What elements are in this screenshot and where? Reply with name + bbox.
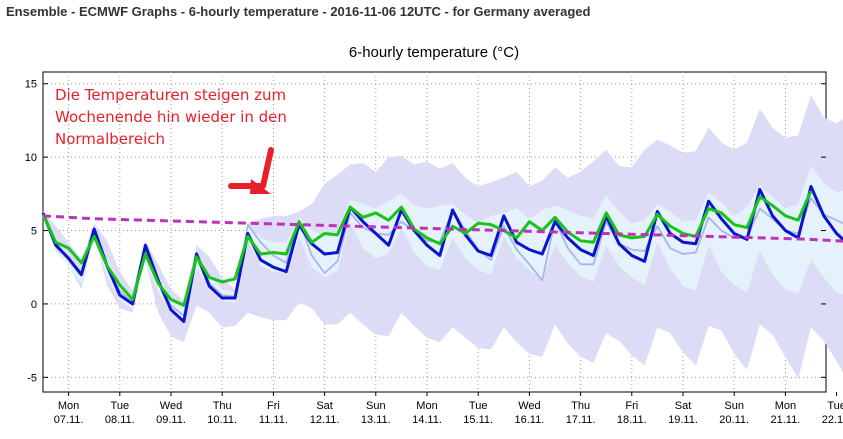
x-tick-date: 09.11. (156, 414, 186, 426)
x-tick-date: 16.11. (515, 414, 545, 426)
x-tick-day: Sun (366, 400, 386, 412)
x-tick-day: Mon (775, 400, 796, 412)
x-tick-day: Mon (416, 400, 437, 412)
x-tick-date: 07.11. (54, 414, 84, 426)
control-line (41, 190, 813, 307)
chart-title: 6-hourly temperature (°C) (349, 44, 519, 61)
annotation-arrow (228, 147, 274, 194)
y-tick-label: 5 (31, 226, 37, 238)
x-tick-date: 22.11. (822, 414, 843, 426)
x-tick-day: Wed (160, 400, 182, 412)
x-tick-day: Tue (111, 400, 130, 412)
y-tick-label: 15 (25, 79, 37, 91)
x-tick-date: 08.11. (105, 414, 135, 426)
x-tick-date: 18.11. (617, 414, 647, 426)
x-axis-ticks: Mon 07.11. Tue 08.11. Wed 09.11. Thu 10.11. Fri 1… (54, 392, 843, 426)
series-lines (41, 184, 843, 324)
y-tick-label: -5 (27, 372, 37, 384)
y-axis-ticks: -5 0 5 10 15 (25, 79, 826, 384)
x-tick-day: Tue (827, 400, 843, 412)
x-tick-date: 14.11. (412, 414, 442, 426)
x-tick-day: Fri (625, 400, 638, 412)
x-tick-day: Thu (571, 400, 590, 412)
y-tick-label: 10 (25, 152, 37, 164)
x-tick-date: 21.11. (771, 414, 801, 426)
x-tick-date: 13.11. (361, 414, 391, 426)
annotation-line-3: Normalbereich (55, 130, 165, 148)
x-tick-day: Sun (724, 400, 744, 412)
x-tick-date: 12.11. (310, 414, 340, 426)
annotation-line-1: Die Temperaturen steigen zum (55, 86, 286, 104)
x-tick-day: Fri (267, 400, 280, 412)
x-tick-date: 10.11. (207, 414, 237, 426)
x-tick-date: 17.11. (566, 414, 596, 426)
x-tick-date: 20.11. (719, 414, 749, 426)
x-tick-date: 19.11. (668, 414, 698, 426)
x-tick-day: Sat (675, 400, 692, 412)
annotation: Die Temperaturen steigen zum Wochenende … (55, 86, 287, 194)
annotation-line-2: Wochenende hin wieder in den (55, 108, 287, 126)
x-tick-day: Tue (469, 400, 488, 412)
climate-line (42, 214, 843, 243)
x-tick-date: 15.11. (463, 414, 493, 426)
x-tick-day: Thu (213, 400, 232, 412)
x-tick-date: 11.11. (259, 414, 288, 426)
hres-line (41, 184, 843, 324)
x-tick-day: Sat (316, 400, 333, 412)
y-tick-label: 0 (31, 299, 37, 311)
page-header-title: Ensemble - ECMWF Graphs - 6-hourly tempe… (6, 4, 591, 19)
x-tick-day: Mon (58, 400, 79, 412)
x-tick-day: Wed (518, 400, 540, 412)
